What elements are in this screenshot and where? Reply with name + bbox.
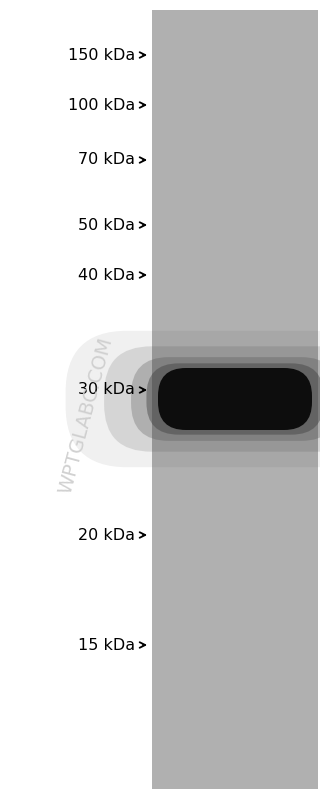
FancyBboxPatch shape <box>131 357 320 441</box>
FancyBboxPatch shape <box>104 346 320 451</box>
Text: WPTGLABC.COM: WPTGLABC.COM <box>56 335 116 496</box>
FancyBboxPatch shape <box>66 331 320 467</box>
Text: 100 kDa: 100 kDa <box>68 97 135 113</box>
Text: 40 kDa: 40 kDa <box>78 268 135 283</box>
Text: 50 kDa: 50 kDa <box>78 217 135 233</box>
Text: 150 kDa: 150 kDa <box>68 47 135 62</box>
FancyBboxPatch shape <box>158 368 312 430</box>
Text: 20 kDa: 20 kDa <box>78 527 135 543</box>
Text: 70 kDa: 70 kDa <box>78 153 135 168</box>
Bar <box>152 10 318 789</box>
Text: 30 kDa: 30 kDa <box>78 383 135 397</box>
FancyBboxPatch shape <box>147 364 320 435</box>
Text: 15 kDa: 15 kDa <box>78 638 135 653</box>
